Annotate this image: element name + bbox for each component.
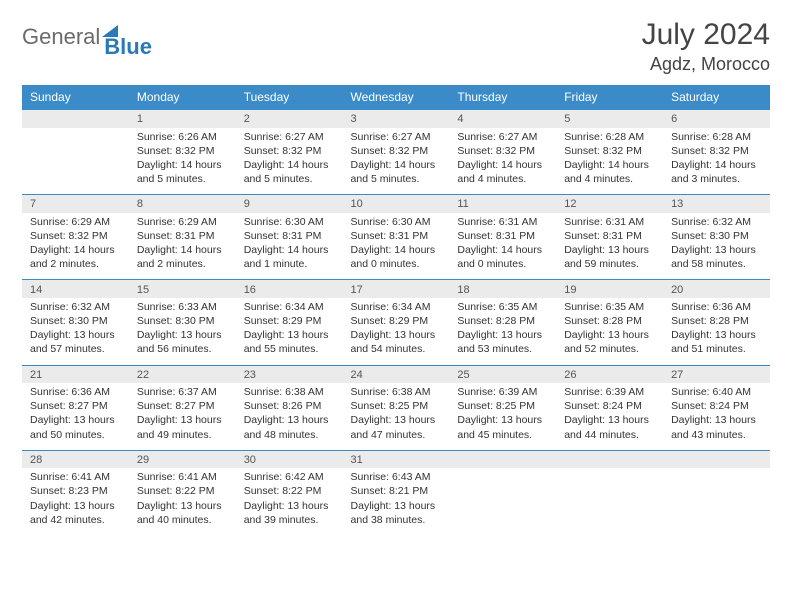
day-number: 22	[129, 365, 236, 383]
day-cell	[449, 468, 556, 535]
day-cell: Sunrise: 6:37 AM Sunset: 8:27 PM Dayligh…	[129, 383, 236, 450]
day-number: 27	[663, 365, 770, 383]
day-number: 28	[22, 450, 129, 468]
day-number: 5	[556, 110, 663, 128]
month-title: July 2024	[642, 18, 770, 52]
calendar-page: General Blue July 2024 Agdz, Morocco Sun…	[0, 0, 792, 545]
dow-header: Tuesday	[236, 85, 343, 110]
day-number: 1	[129, 110, 236, 128]
week-number-row: 123456	[22, 110, 770, 128]
day-cell: Sunrise: 6:27 AM Sunset: 8:32 PM Dayligh…	[343, 128, 450, 195]
week-body-row: Sunrise: 6:26 AM Sunset: 8:32 PM Dayligh…	[22, 128, 770, 195]
day-number: 2	[236, 110, 343, 128]
day-cell: Sunrise: 6:28 AM Sunset: 8:32 PM Dayligh…	[556, 128, 663, 195]
day-cell: Sunrise: 6:34 AM Sunset: 8:29 PM Dayligh…	[343, 298, 450, 365]
day-number: 8	[129, 195, 236, 213]
day-number: 21	[22, 365, 129, 383]
day-cell: Sunrise: 6:40 AM Sunset: 8:24 PM Dayligh…	[663, 383, 770, 450]
day-cell: Sunrise: 6:42 AM Sunset: 8:22 PM Dayligh…	[236, 468, 343, 535]
week-number-row: 21222324252627	[22, 365, 770, 383]
day-number: 7	[22, 195, 129, 213]
day-number: 31	[343, 450, 450, 468]
day-number: 15	[129, 280, 236, 298]
day-number: 23	[236, 365, 343, 383]
day-cell: Sunrise: 6:36 AM Sunset: 8:27 PM Dayligh…	[22, 383, 129, 450]
day-cell: Sunrise: 6:29 AM Sunset: 8:31 PM Dayligh…	[129, 213, 236, 280]
week-body-row: Sunrise: 6:41 AM Sunset: 8:23 PM Dayligh…	[22, 468, 770, 535]
dow-header: Thursday	[449, 85, 556, 110]
day-number: 13	[663, 195, 770, 213]
day-number: 10	[343, 195, 450, 213]
location-label: Agdz, Morocco	[642, 54, 770, 75]
day-cell	[22, 128, 129, 195]
day-cell: Sunrise: 6:36 AM Sunset: 8:28 PM Dayligh…	[663, 298, 770, 365]
day-number: 17	[343, 280, 450, 298]
day-cell: Sunrise: 6:41 AM Sunset: 8:23 PM Dayligh…	[22, 468, 129, 535]
day-cell: Sunrise: 6:34 AM Sunset: 8:29 PM Dayligh…	[236, 298, 343, 365]
day-number	[556, 450, 663, 468]
day-cell: Sunrise: 6:28 AM Sunset: 8:32 PM Dayligh…	[663, 128, 770, 195]
day-cell: Sunrise: 6:27 AM Sunset: 8:32 PM Dayligh…	[449, 128, 556, 195]
dow-header: Sunday	[22, 85, 129, 110]
day-cell: Sunrise: 6:41 AM Sunset: 8:22 PM Dayligh…	[129, 468, 236, 535]
day-cell: Sunrise: 6:33 AM Sunset: 8:30 PM Dayligh…	[129, 298, 236, 365]
day-cell: Sunrise: 6:31 AM Sunset: 8:31 PM Dayligh…	[556, 213, 663, 280]
day-cell: Sunrise: 6:30 AM Sunset: 8:31 PM Dayligh…	[343, 213, 450, 280]
day-cell: Sunrise: 6:39 AM Sunset: 8:25 PM Dayligh…	[449, 383, 556, 450]
logo-text-general: General	[22, 24, 100, 50]
day-number: 18	[449, 280, 556, 298]
logo: General Blue	[22, 18, 152, 50]
dow-header: Monday	[129, 85, 236, 110]
week-body-row: Sunrise: 6:36 AM Sunset: 8:27 PM Dayligh…	[22, 383, 770, 450]
dow-row: Sunday Monday Tuesday Wednesday Thursday…	[22, 85, 770, 110]
week-body-row: Sunrise: 6:29 AM Sunset: 8:32 PM Dayligh…	[22, 213, 770, 280]
day-cell: Sunrise: 6:39 AM Sunset: 8:24 PM Dayligh…	[556, 383, 663, 450]
day-cell: Sunrise: 6:30 AM Sunset: 8:31 PM Dayligh…	[236, 213, 343, 280]
day-cell: Sunrise: 6:32 AM Sunset: 8:30 PM Dayligh…	[663, 213, 770, 280]
dow-header: Friday	[556, 85, 663, 110]
day-cell: Sunrise: 6:38 AM Sunset: 8:26 PM Dayligh…	[236, 383, 343, 450]
day-number: 24	[343, 365, 450, 383]
day-number: 26	[556, 365, 663, 383]
day-number: 16	[236, 280, 343, 298]
day-number	[449, 450, 556, 468]
day-number: 29	[129, 450, 236, 468]
dow-header: Wednesday	[343, 85, 450, 110]
week-number-row: 14151617181920	[22, 280, 770, 298]
day-cell: Sunrise: 6:31 AM Sunset: 8:31 PM Dayligh…	[449, 213, 556, 280]
calendar-table: Sunday Monday Tuesday Wednesday Thursday…	[22, 85, 770, 535]
day-cell: Sunrise: 6:35 AM Sunset: 8:28 PM Dayligh…	[449, 298, 556, 365]
week-number-row: 28293031	[22, 450, 770, 468]
day-number: 14	[22, 280, 129, 298]
day-cell: Sunrise: 6:38 AM Sunset: 8:25 PM Dayligh…	[343, 383, 450, 450]
day-cell	[556, 468, 663, 535]
day-number: 30	[236, 450, 343, 468]
day-number: 9	[236, 195, 343, 213]
day-cell: Sunrise: 6:29 AM Sunset: 8:32 PM Dayligh…	[22, 213, 129, 280]
day-number: 12	[556, 195, 663, 213]
header: General Blue July 2024 Agdz, Morocco	[22, 18, 770, 75]
day-number: 19	[556, 280, 663, 298]
day-number: 20	[663, 280, 770, 298]
dow-header: Saturday	[663, 85, 770, 110]
day-number: 4	[449, 110, 556, 128]
day-cell: Sunrise: 6:32 AM Sunset: 8:30 PM Dayligh…	[22, 298, 129, 365]
day-cell: Sunrise: 6:35 AM Sunset: 8:28 PM Dayligh…	[556, 298, 663, 365]
day-number	[663, 450, 770, 468]
week-number-row: 78910111213	[22, 195, 770, 213]
day-number: 6	[663, 110, 770, 128]
day-cell	[663, 468, 770, 535]
day-cell: Sunrise: 6:26 AM Sunset: 8:32 PM Dayligh…	[129, 128, 236, 195]
week-body-row: Sunrise: 6:32 AM Sunset: 8:30 PM Dayligh…	[22, 298, 770, 365]
day-number: 25	[449, 365, 556, 383]
day-cell: Sunrise: 6:43 AM Sunset: 8:21 PM Dayligh…	[343, 468, 450, 535]
day-number	[22, 110, 129, 128]
day-number: 11	[449, 195, 556, 213]
day-number: 3	[343, 110, 450, 128]
title-block: July 2024 Agdz, Morocco	[642, 18, 770, 75]
day-cell: Sunrise: 6:27 AM Sunset: 8:32 PM Dayligh…	[236, 128, 343, 195]
logo-text-blue: Blue	[104, 34, 152, 60]
